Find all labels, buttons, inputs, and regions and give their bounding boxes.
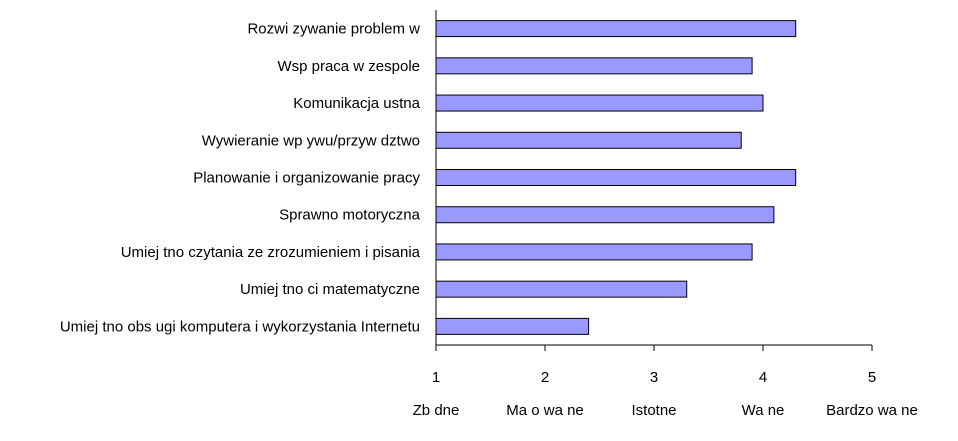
bar-2 — [435, 57, 753, 75]
level-label-2: Ma o wa ne — [506, 402, 584, 419]
level-labels: Zb dne Ma o wa ne Istotne Wa ne Bardzo wa ne — [413, 402, 918, 419]
bar-3 — [435, 94, 764, 112]
bar-8 — [435, 280, 688, 298]
category-labels: Rozwi zywanie problem w Wsp praca w zespo… — [60, 21, 421, 336]
category-label-8: Umiej tno ci matematyczne — [240, 281, 420, 298]
x-tick-label-4: 4 — [759, 369, 767, 386]
category-label-1: Rozwi zywanie problem w — [247, 21, 420, 38]
category-label-7: Umiej tno czytania ze zrozumieniem i pis… — [121, 244, 421, 261]
bars-group — [435, 20, 797, 335]
category-label-5: Planowanie i organizowanie pracy — [193, 170, 420, 187]
category-label-3: Komunikacja ustna — [293, 95, 420, 112]
bar-6 — [435, 206, 775, 224]
bar-5 — [435, 169, 797, 186]
x-tick-label-3: 3 — [650, 369, 658, 386]
level-label-1: Zb dne — [413, 402, 460, 419]
category-label-2: Wsp praca w zespole — [277, 58, 420, 75]
level-label-3: Istotne — [631, 402, 676, 419]
level-label-5: Bardzo wa ne — [826, 402, 918, 419]
bar-9 — [435, 317, 590, 335]
bar-1 — [435, 20, 797, 38]
level-label-4: Wa ne — [742, 402, 785, 419]
category-label-4: Wywieranie wp ywu/przyw dztwo — [202, 132, 420, 149]
bar-7 — [435, 243, 753, 261]
bar-4 — [435, 131, 742, 149]
x-tick-label-5: 5 — [868, 369, 876, 386]
x-tick-label-1: 1 — [432, 369, 440, 386]
x-tick-label-2: 2 — [541, 369, 549, 386]
category-label-9: Umiej tno obs ugi komputera i wykorzysta… — [60, 318, 420, 335]
category-label-6: Sprawno motoryczna — [279, 207, 421, 224]
x-axis-ticks: 1 2 3 4 5 — [432, 345, 876, 386]
